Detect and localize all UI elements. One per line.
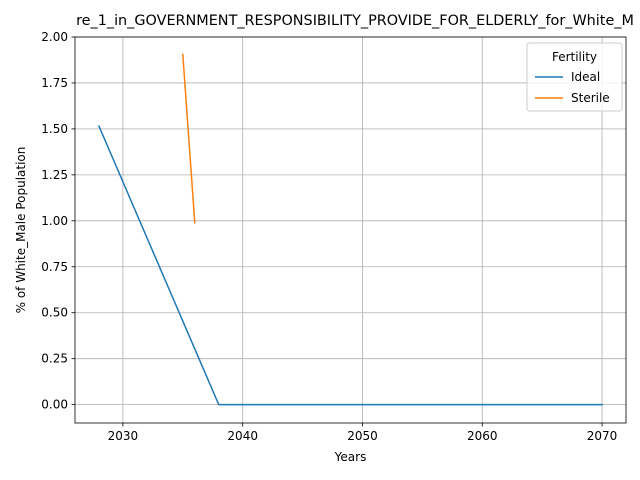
- y-tick-label: 2.00: [41, 30, 68, 44]
- y-tick-label: 1.00: [41, 214, 68, 228]
- x-tick-label: 2040: [227, 429, 258, 443]
- chart-title: re_1_in_GOVERNMENT_RESPONSIBILITY_PROVID…: [76, 13, 634, 29]
- series-line-sterile: [181, 53, 196, 224]
- y-tick-label: 0.75: [41, 260, 68, 274]
- y-tick-label: 1.25: [41, 168, 68, 182]
- x-tick-label: 2030: [108, 429, 139, 443]
- plot-frame: [74, 36, 627, 424]
- y-tick-label: 0.50: [41, 306, 68, 320]
- legend-label: Sterile: [571, 91, 610, 105]
- legend-box: [526, 42, 623, 112]
- y-tick-label: 1.50: [41, 122, 68, 136]
- x-tick-label: 2070: [587, 429, 618, 443]
- x-tick-label: 2060: [467, 429, 498, 443]
- y-axis-label: % of White_Male Population: [14, 147, 28, 314]
- legend-title: Fertility: [552, 50, 597, 64]
- y-tick-label: 0.25: [41, 352, 68, 366]
- series-line-ideal: [97, 125, 603, 406]
- y-tick-label: 0.00: [41, 398, 68, 412]
- legend-label: Ideal: [571, 70, 600, 84]
- x-tick-label: 2050: [347, 429, 378, 443]
- x-axis-label: Years: [334, 450, 367, 464]
- y-tick-label: 1.75: [41, 76, 68, 90]
- legend: Fertility Ideal Sterile: [526, 42, 623, 112]
- axis-ticks: 2030 2040 2050 2060 2070 0.00 0.25 0.50 0.75 1.00…: [41, 30, 617, 443]
- series-lines: [97, 53, 603, 406]
